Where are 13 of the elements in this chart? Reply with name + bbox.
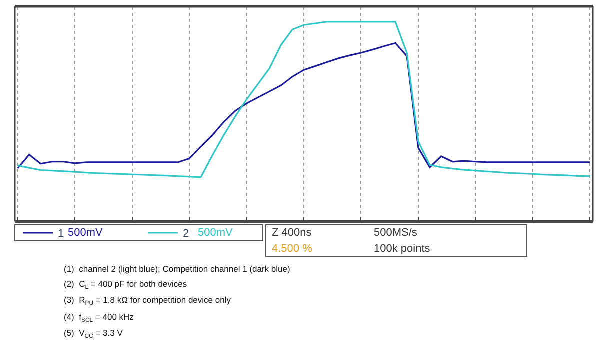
text: (4) f$_{SCL}$ = 400 kHz [64, 312, 134, 324]
text: (1) channel 2 (light blue); Competition channel 1 (dark blue) [64, 264, 290, 274]
text: 100k points [374, 243, 431, 255]
text: Z 400ns [272, 227, 312, 239]
text: (3) R$_{PU}$ = 1.8 kΩ for competition device only [64, 295, 232, 307]
text: (5) V$_{CC}$ = 3.3 V [64, 328, 124, 340]
text: 500mV [198, 227, 234, 239]
text: 500MS/s [374, 227, 418, 239]
text: 4.500 % [272, 243, 313, 255]
legend-label: 1 [58, 228, 64, 240]
text: (2) C$_{L}$ = 400 pF for both devices [64, 279, 188, 291]
text: 500mV [68, 227, 104, 239]
legend-label: 2 [183, 228, 190, 240]
